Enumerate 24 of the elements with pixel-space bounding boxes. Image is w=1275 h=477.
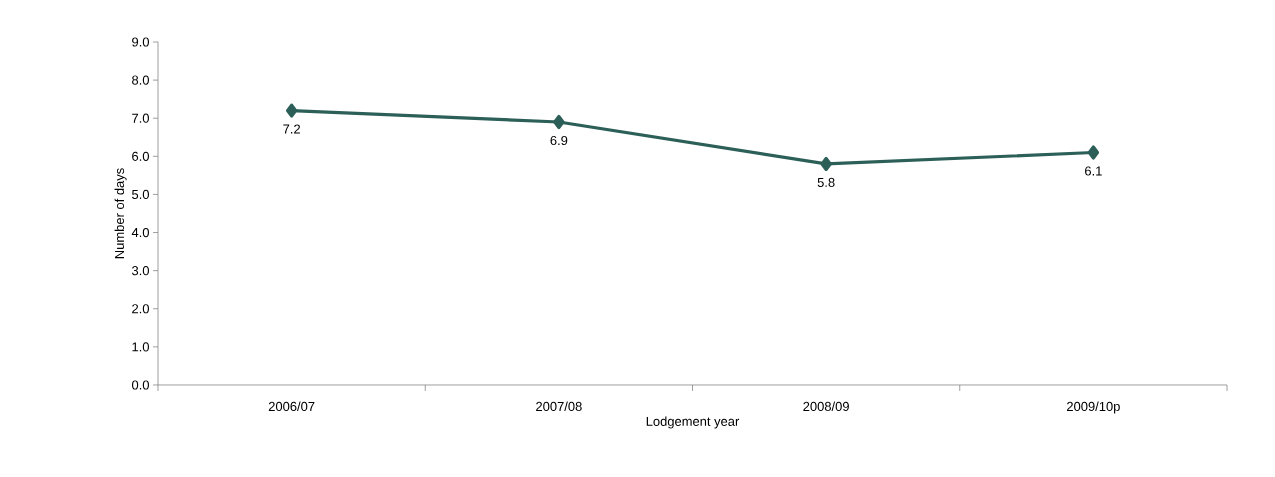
y-tick-label: 9.0 — [132, 37, 149, 47]
x-tick-label: 2006/07 — [268, 401, 315, 412]
y-tick-label: 0.0 — [131, 380, 149, 390]
x-tick-label: 2008/09 — [803, 401, 849, 412]
y-tick-label: 6.0 — [132, 151, 149, 161]
x-tick-label: 2009/10p — [1067, 401, 1120, 414]
data-label: 6.1 — [1085, 166, 1102, 176]
y-tick-label: 4.0 — [131, 227, 149, 238]
data-label: 7.2 — [283, 124, 300, 134]
point — [553, 114, 565, 130]
data-label: 5.8 — [817, 177, 835, 187]
y-tick-label: 7.0 — [132, 113, 149, 123]
point — [1087, 145, 1100, 160]
y-tick-label: 1.0 — [132, 342, 149, 352]
y-tick-label: 3.0 — [131, 266, 149, 276]
point — [285, 103, 298, 118]
point — [820, 156, 832, 172]
y-tick-label: 2.0 — [132, 304, 149, 314]
y-tick-label: 5.0 — [132, 189, 149, 200]
x-tick-label: 2007/08 — [536, 401, 582, 412]
y-tick-label: 8.0 — [132, 75, 149, 85]
y-axis-title: Number of days — [114, 168, 127, 259]
x-axis-title: Lodgement year — [646, 416, 740, 429]
data-label: 6.9 — [550, 135, 568, 146]
